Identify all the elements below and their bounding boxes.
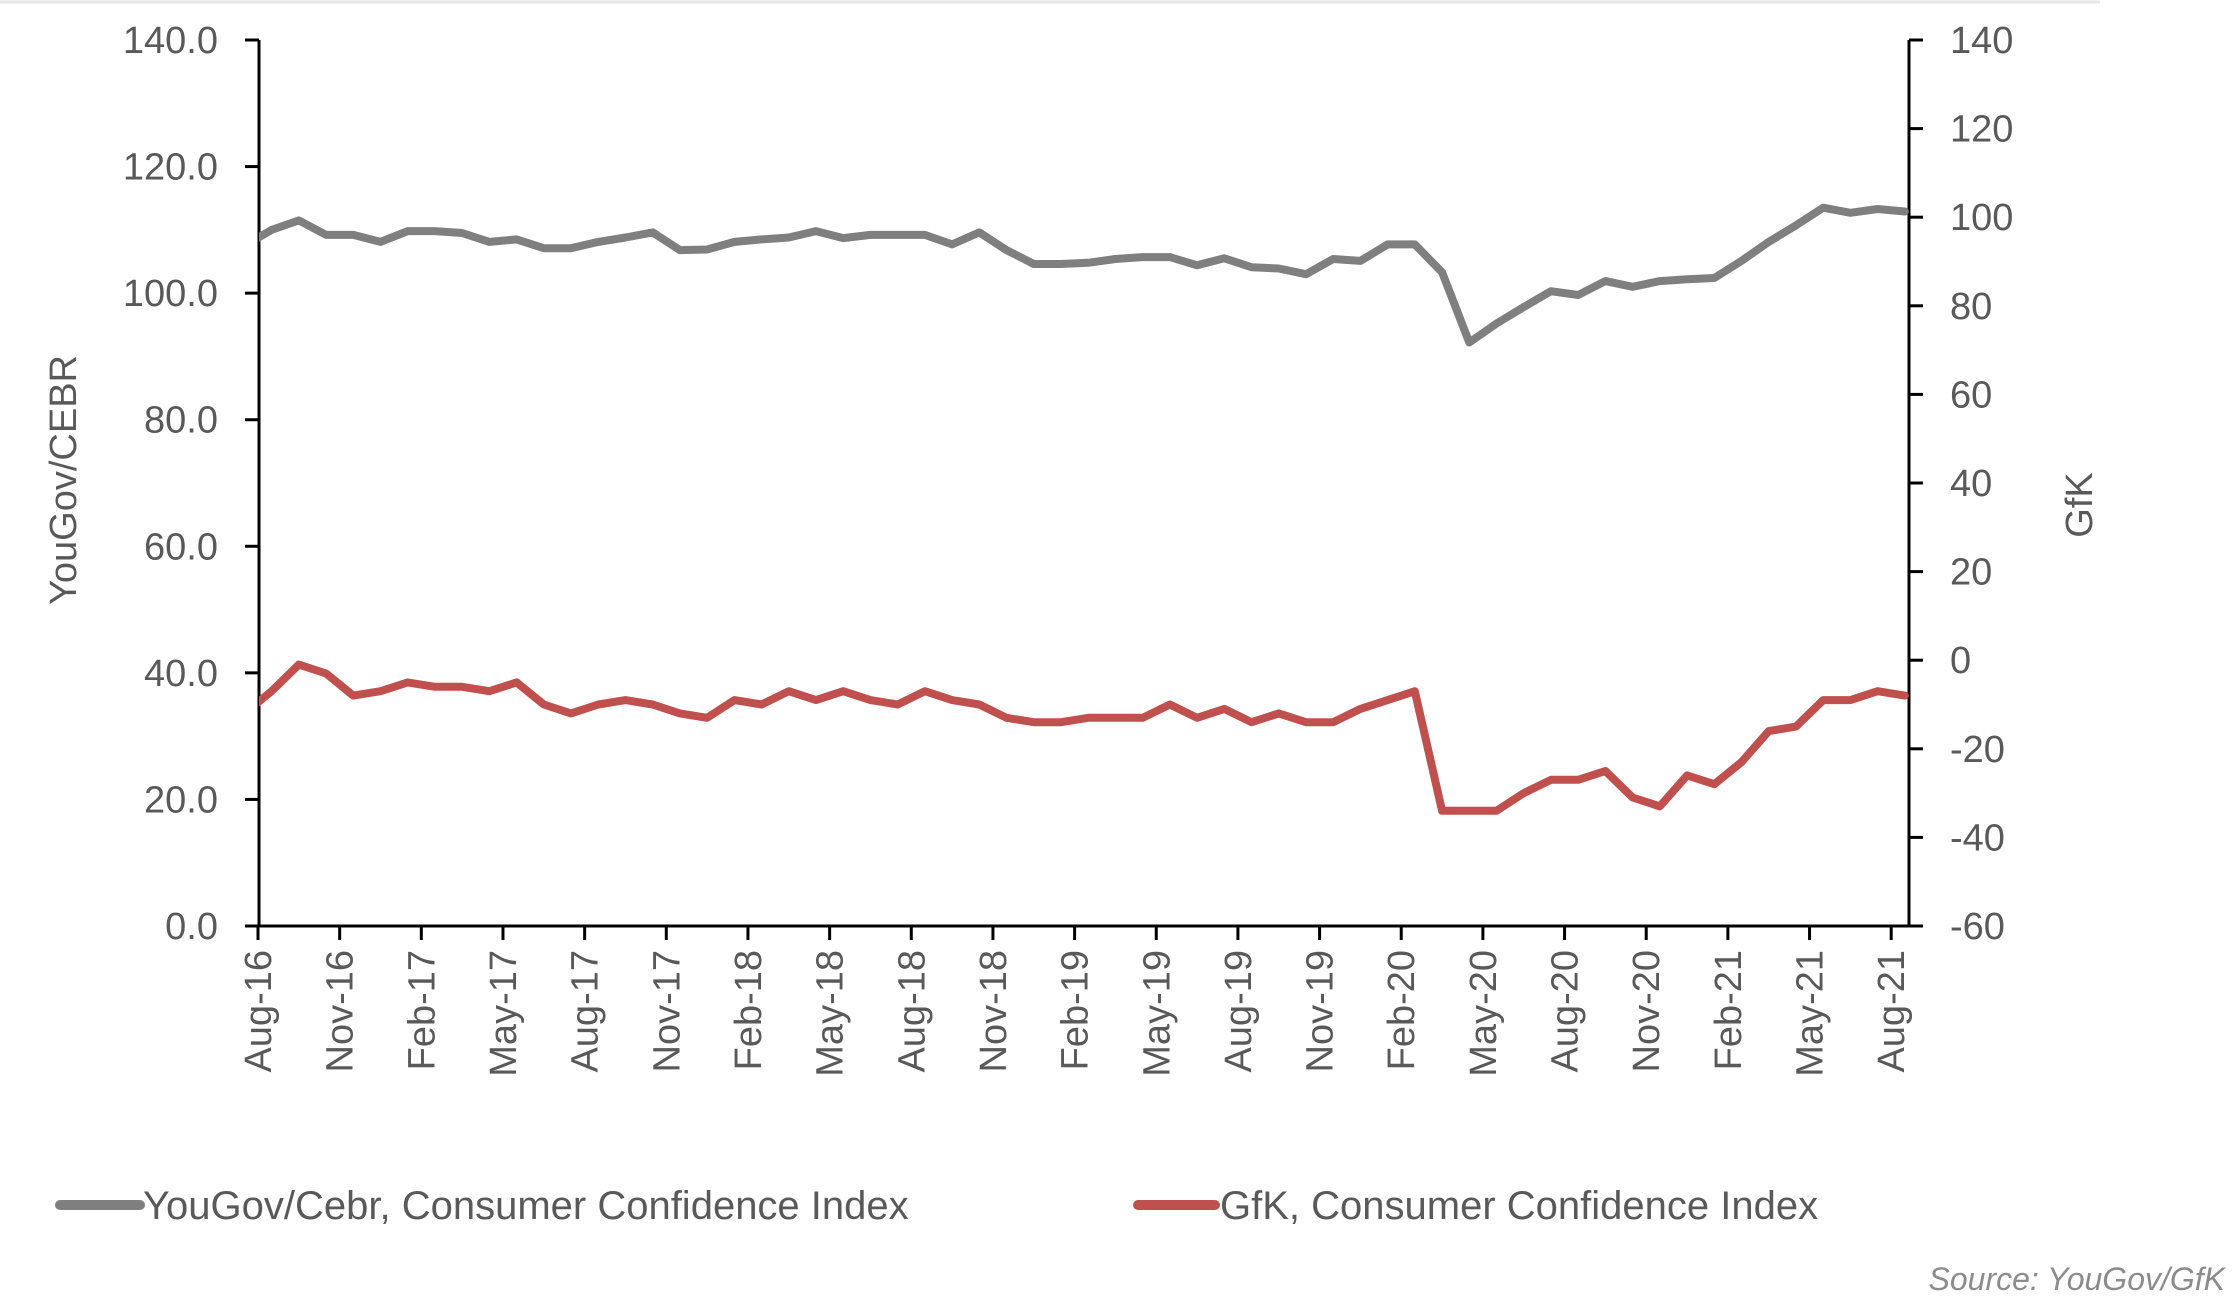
right-axis-tick-label: 140 bbox=[1950, 20, 2013, 62]
left-y-axis: 0.0 20.0 40.0 60.0 80.0 100.0 120.0 140.0 bbox=[123, 20, 261, 948]
series-line-yougov bbox=[259, 203, 1909, 347]
legend-label-gfk: GfK, Consumer Confidence Index bbox=[1220, 1184, 1818, 1228]
x-axis-tick-label: Aug-20 bbox=[1545, 950, 1587, 1073]
x-axis-tick-label: Feb-19 bbox=[1055, 950, 1097, 1070]
right-axis-tick-label: -40 bbox=[1950, 817, 2005, 859]
legend: YouGov/Cebr, Consumer Confidence Index G… bbox=[55, 1184, 1818, 1228]
series-line-gfk bbox=[259, 660, 1909, 815]
right-axis-tick-label: -20 bbox=[1950, 729, 2005, 771]
x-axis-tick-label: Aug-19 bbox=[1218, 950, 1260, 1073]
left-axis-tick-label: 140.0 bbox=[123, 20, 218, 62]
series-layer bbox=[259, 203, 1909, 815]
legend-item-gfk[interactable]: GfK, Consumer Confidence Index bbox=[1133, 1184, 1818, 1228]
x-axis-tick-label: Nov-16 bbox=[320, 950, 362, 1073]
x-axis-tick-label: May-19 bbox=[1136, 950, 1178, 1077]
x-axis-tick-label: Aug-16 bbox=[238, 950, 280, 1073]
left-axis-tick-label: 100.0 bbox=[123, 273, 218, 315]
right-axis-tick-label: 60 bbox=[1950, 374, 1992, 416]
left-axis-tick-label: 80.0 bbox=[144, 400, 218, 442]
x-axis-tick-label: May-20 bbox=[1463, 950, 1505, 1077]
right-axis-tick-label: 20 bbox=[1950, 552, 1992, 594]
right-axis-tick-label: 40 bbox=[1950, 463, 1992, 505]
right-axis-tick-label: 80 bbox=[1950, 286, 1992, 328]
x-axis-tick-label: May-17 bbox=[483, 950, 525, 1077]
left-axis-tick-label: 60.0 bbox=[144, 526, 218, 568]
x-axis-tick-label: Feb-18 bbox=[728, 950, 770, 1070]
x-axis-tick-label: Feb-21 bbox=[1708, 950, 1750, 1070]
legend-label-yougov: YouGov/Cebr, Consumer Confidence Index bbox=[143, 1184, 909, 1228]
left-axis-title: YouGov/CEBR bbox=[43, 355, 85, 605]
legend-item-yougov[interactable]: YouGov/Cebr, Consumer Confidence Index bbox=[55, 1184, 909, 1228]
left-axis-tick-label: 120.0 bbox=[123, 147, 218, 189]
x-axis-tick-label: Aug-21 bbox=[1871, 950, 1913, 1073]
x-axis-tick-label: Nov-18 bbox=[973, 950, 1015, 1073]
right-y-axis: -60 -40 -20 0 20 40 60 80 100 120 140 bbox=[1907, 20, 2013, 948]
right-axis-tick-label: 120 bbox=[1950, 109, 2013, 151]
x-axis-tick-label: Aug-18 bbox=[891, 950, 933, 1073]
right-axis-title: GfK bbox=[2059, 472, 2101, 537]
right-axis-tick-label: 100 bbox=[1950, 197, 2013, 239]
x-axis-tick-label: Feb-20 bbox=[1381, 950, 1423, 1070]
left-axis-tick-label: 20.0 bbox=[144, 779, 218, 821]
right-axis-tick-label: -60 bbox=[1950, 906, 2005, 948]
x-axis-tick-label: May-21 bbox=[1790, 950, 1832, 1077]
x-axis-tick-label: Feb-17 bbox=[401, 950, 443, 1070]
left-axis-tick-label: 0.0 bbox=[165, 906, 218, 948]
x-axis-tick-label: May-18 bbox=[810, 950, 852, 1077]
source-note: Source: YouGov/GfK bbox=[1929, 1261, 2227, 1297]
x-axis-tick-label: Nov-20 bbox=[1626, 950, 1668, 1073]
x-axis-tick-label: Aug-17 bbox=[565, 950, 607, 1073]
left-axis-tick-label: 40.0 bbox=[144, 653, 218, 695]
right-axis-tick-label: 0 bbox=[1950, 640, 1971, 682]
x-axis-tick-label: Nov-19 bbox=[1300, 950, 1342, 1073]
x-axis: Aug-16 Nov-16 Feb-17 May-17 Aug-17 Nov-17 Feb-… bbox=[238, 924, 1913, 1077]
x-axis-tick-label: Nov-17 bbox=[646, 950, 688, 1073]
